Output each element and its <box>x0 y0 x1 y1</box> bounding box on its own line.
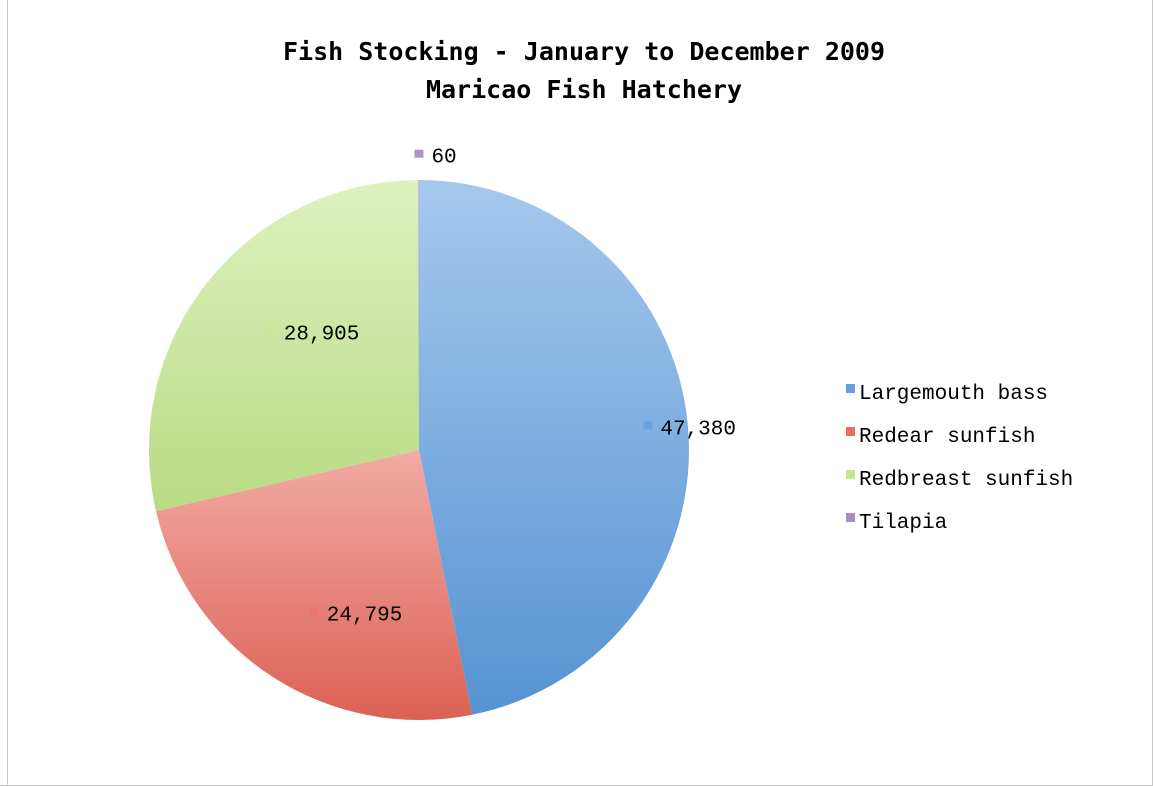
pie-slice-redbreast-sunfish <box>148 180 419 512</box>
legend-swatch-redbreast-sunfish <box>846 470 855 479</box>
pie-slices <box>148 180 689 720</box>
data-label-marker-largemouth-bass <box>643 421 653 430</box>
data-label-tilapia: 60 <box>431 147 456 170</box>
data-label-marker-redbreast-sunfish <box>266 326 276 335</box>
legend-label-redear-sunfish: Redear sunfish <box>859 426 1035 449</box>
legend-label-largemouth-bass: Largemouth bass <box>859 383 1048 406</box>
data-label-marker-redear-sunfish <box>309 607 319 616</box>
data-labels: 47,380 24,795 28,905 60 <box>266 147 736 627</box>
chart-title: Fish Stocking - January to December 2009 <box>283 37 885 66</box>
pie-slice-tilapia <box>417 180 419 450</box>
legend: Largemouth bass Redear sunfish Redbreast s… <box>846 383 1073 535</box>
data-label-marker-tilapia <box>414 149 424 158</box>
pie-slice-largemouth-bass <box>419 180 689 715</box>
data-label-redbreast-sunfish: 28,905 <box>284 324 360 347</box>
legend-label-redbreast-sunfish: Redbreast sunfish <box>859 469 1073 492</box>
chart-subtitle: Maricao Fish Hatchery <box>426 75 742 104</box>
legend-label-tilapia: Tilapia <box>859 512 947 535</box>
legend-swatch-largemouth-bass <box>846 384 855 393</box>
pie-slice-redear-sunfish <box>156 450 473 720</box>
data-label-redear-sunfish: 24,795 <box>327 604 403 627</box>
legend-swatch-tilapia <box>846 513 855 522</box>
legend-swatch-redear-sunfish <box>846 427 855 436</box>
data-label-largemouth-bass: 47,380 <box>660 418 736 441</box>
